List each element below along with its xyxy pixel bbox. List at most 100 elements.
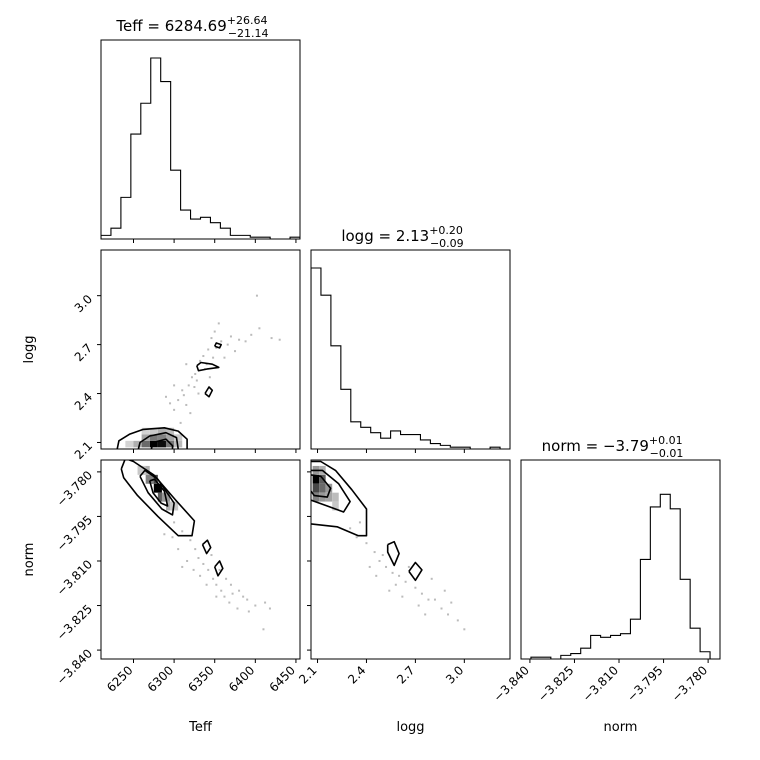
contour-line: [137, 431, 179, 449]
density-cell: [174, 434, 183, 441]
sample-point: [190, 376, 193, 379]
density-cell: [312, 492, 320, 502]
contour-line: [148, 478, 169, 507]
sample-point: [234, 350, 237, 353]
title-logg: logg = 2.13+0.20 −0.09: [341, 224, 463, 250]
sample-point: [220, 340, 223, 343]
y-tick-label: −3.840: [54, 646, 95, 687]
sample-point: [229, 583, 232, 586]
sample-point: [424, 613, 427, 616]
sample-point: [171, 536, 174, 539]
density-cell: [149, 434, 158, 441]
sample-point: [238, 338, 241, 341]
density-cell: [145, 474, 154, 484]
sample-point: [186, 559, 189, 562]
sample-point: [199, 574, 202, 577]
sample-point: [414, 586, 417, 589]
sample-point: [202, 562, 205, 565]
sample-point: [169, 402, 172, 405]
panel-Teff-logg: 2.1 2.4 2.7 3.0: [72, 249, 301, 462]
x-tick-label: 6300: [145, 663, 176, 694]
sample-point: [365, 542, 368, 545]
density-cell: [165, 427, 175, 435]
sample-point: [420, 592, 423, 595]
title-norm: norm = −3.79+0.01 −0.01: [542, 434, 684, 460]
sample-point: [373, 551, 376, 554]
density-cell: [325, 492, 333, 502]
sample-point: [212, 356, 215, 359]
x-tick-label: 6250: [104, 663, 135, 694]
y-tick-label: 3.0: [72, 292, 95, 315]
density-cell: [165, 434, 175, 441]
sample-point: [195, 379, 198, 382]
density-cell: [141, 440, 150, 448]
sample-point: [212, 577, 215, 580]
histogram-Teff: [101, 57, 300, 239]
sample-point: [193, 386, 196, 389]
sample-point: [205, 363, 208, 366]
density-cell: [149, 427, 158, 435]
sample-point: [268, 607, 271, 610]
y-axis-label-norm: norm: [22, 543, 37, 577]
sample-point: [264, 601, 267, 604]
x-tick-label: −3.780: [669, 663, 710, 704]
sample-point: [217, 322, 220, 325]
sample-point: [197, 392, 200, 395]
y-axis-label-logg: logg: [22, 335, 37, 363]
sample-point: [229, 335, 232, 338]
sample-point: [394, 583, 397, 586]
y-tick-label: −3.795: [54, 513, 95, 554]
sample-point: [349, 527, 352, 530]
x-tick-label: 2.1: [296, 663, 319, 686]
x-axis-label-norm: norm: [604, 720, 638, 735]
x-tick-label: 2.7: [394, 663, 417, 686]
sample-point: [427, 598, 430, 601]
sample-point: [404, 580, 407, 583]
x-tick-label: 6350: [185, 663, 216, 694]
sample-point: [242, 595, 245, 598]
sample-point: [181, 389, 184, 392]
sample-point: [456, 619, 459, 622]
sample-point: [250, 333, 253, 336]
sample-point: [205, 583, 208, 586]
sample-point: [417, 604, 420, 607]
density-cell: [332, 501, 339, 511]
sample-point: [185, 403, 188, 406]
sample-point: [223, 595, 226, 598]
sample-point: [246, 598, 249, 601]
x-tick-label: 3.0: [443, 663, 466, 686]
sample-point: [179, 421, 182, 424]
sample-point: [358, 521, 361, 524]
contour-line: [196, 361, 220, 372]
sample-point: [181, 530, 184, 533]
sample-point: [247, 610, 250, 613]
panel-logg-logg: logg = 2.13+0.20 −0.09: [310, 224, 511, 453]
contour-line: [408, 561, 423, 582]
sample-point: [177, 399, 180, 402]
sample-point: [173, 521, 176, 524]
density-cell: [319, 483, 326, 493]
x-tick-label: 6450: [267, 663, 298, 694]
sample-point: [236, 607, 239, 610]
sample-point: [189, 539, 192, 542]
y-tick-label: −3.780: [54, 468, 95, 509]
panel-frame: [100, 249, 301, 450]
x-axis-label-logg: logg: [396, 720, 424, 735]
contour-line: [213, 342, 222, 349]
density-cell: [157, 434, 166, 441]
sample-point: [215, 595, 218, 598]
sample-point: [163, 533, 166, 536]
density-cell: [312, 474, 320, 484]
sample-point: [226, 343, 229, 346]
density-cell: [153, 483, 162, 493]
sample-point: [440, 607, 443, 610]
panel-Teff-Teff: Teff = 6284.69+26.64 −21.14: [100, 14, 301, 243]
density-cell: [141, 427, 150, 435]
panel-frame: [310, 249, 511, 450]
sample-point: [223, 356, 226, 359]
sample-point: [258, 327, 261, 330]
sample-point: [173, 384, 176, 387]
panel-frame: [100, 39, 301, 240]
sample-point: [398, 574, 401, 577]
